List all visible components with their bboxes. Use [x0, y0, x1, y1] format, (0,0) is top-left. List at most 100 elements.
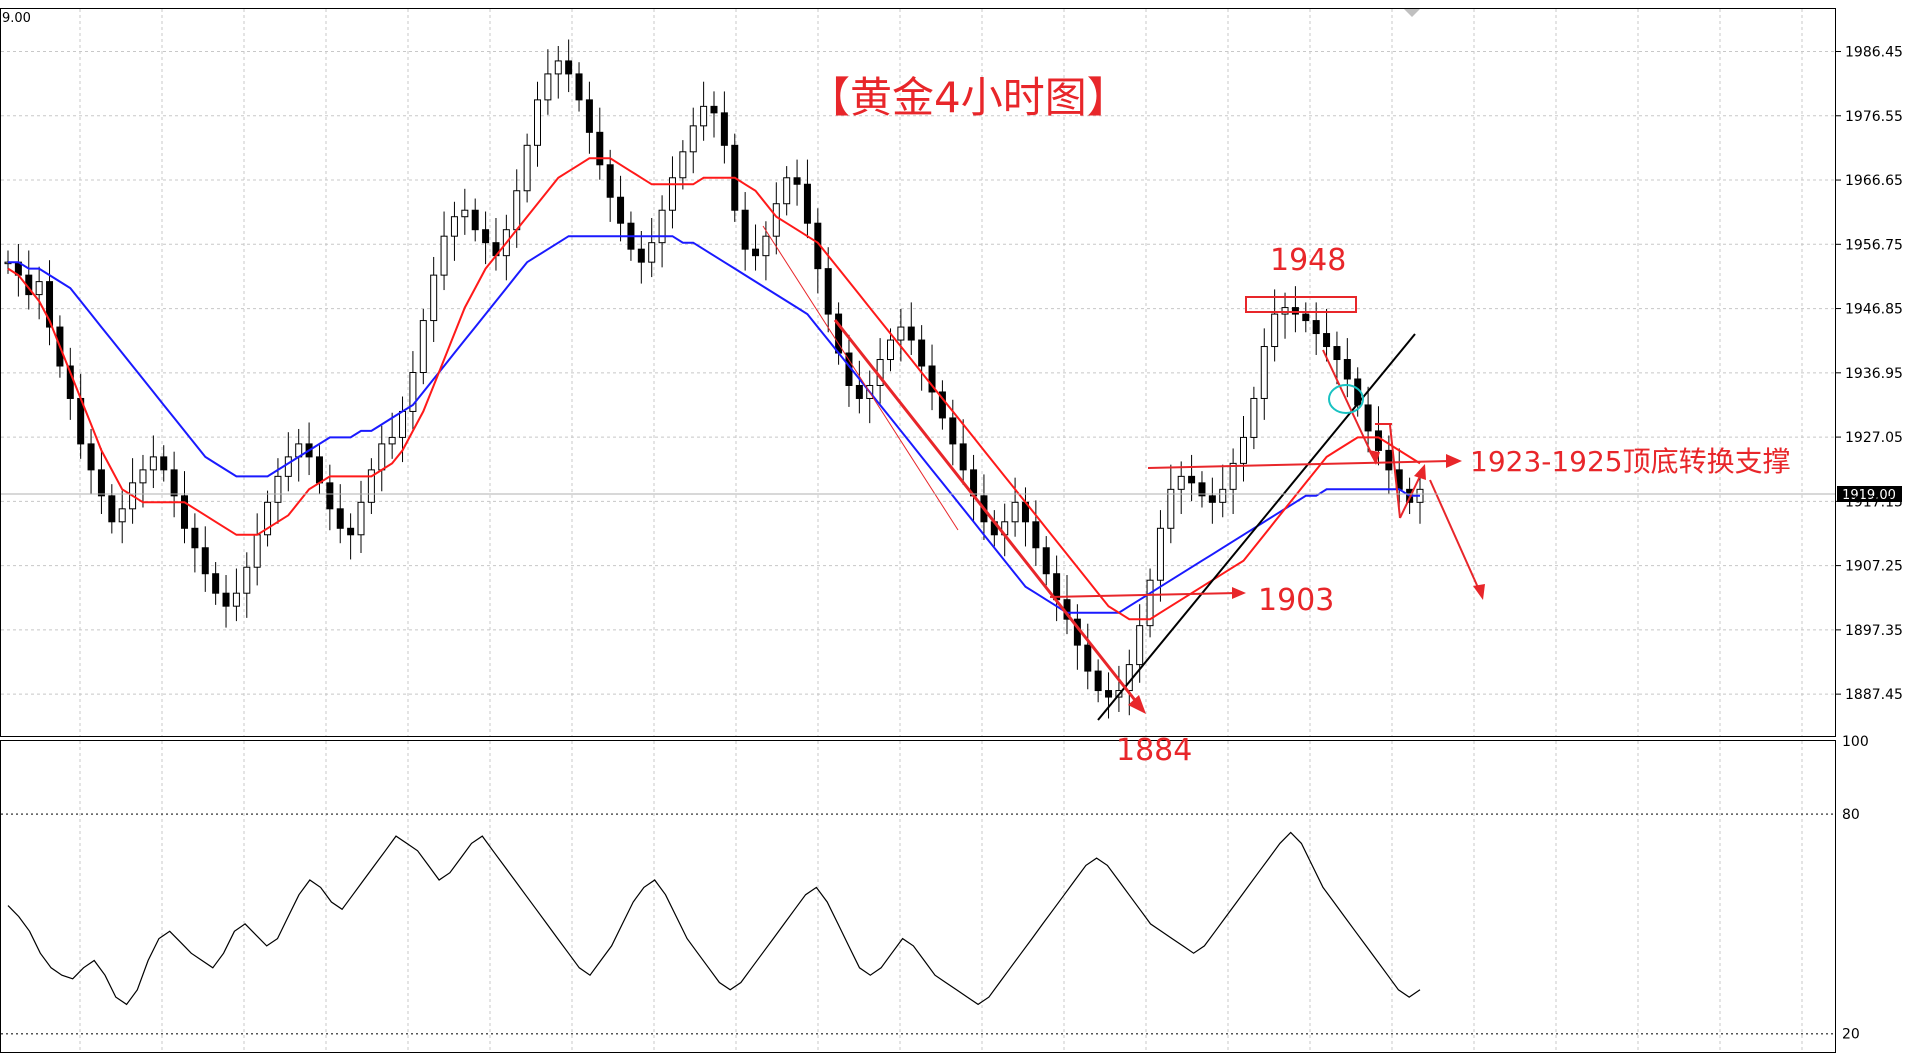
price-tick-label: 1936.95	[1845, 366, 1903, 382]
oscillator-tick-label: 80	[1842, 807, 1860, 823]
current-price-label: 1919.00	[1842, 488, 1896, 503]
candle-body	[1323, 333, 1331, 348]
candle-body	[1011, 501, 1019, 523]
candle-body	[243, 566, 251, 594]
candle-body	[918, 339, 926, 367]
candle-body	[284, 456, 292, 477]
oscillator-tick-label: 20	[1842, 1027, 1860, 1043]
chart-title: 【黄金4小时图】	[808, 73, 1129, 122]
candle-body	[1105, 690, 1113, 698]
candle-body	[617, 196, 625, 224]
candle-body	[118, 508, 126, 523]
support-zone-label: 1923-1925顶底转换支撑	[1470, 445, 1791, 478]
candle-body	[741, 209, 749, 250]
price-tick-label: 1966.65	[1845, 173, 1903, 189]
candle-body	[1084, 644, 1092, 672]
candle-body	[1385, 449, 1393, 471]
pullback-line	[1389, 424, 1401, 519]
candle-body	[430, 274, 438, 322]
downtrend-arrow-head	[1128, 695, 1146, 714]
candle-body	[565, 60, 573, 75]
projection-down-arrow-head	[1473, 584, 1485, 600]
candle-body	[170, 469, 178, 497]
candle-body	[326, 482, 334, 510]
support-1903-arrow-head	[1232, 587, 1246, 599]
candle-body	[46, 281, 54, 328]
candle-body	[232, 592, 240, 607]
candle-body	[783, 177, 791, 205]
support-1903-line	[1049, 592, 1239, 598]
candle-body	[575, 73, 583, 101]
candle-body	[1364, 404, 1372, 432]
oscillator-line	[7, 831, 1421, 1006]
candle-body	[160, 456, 168, 471]
candle-body	[689, 125, 697, 153]
candle-body	[887, 339, 894, 361]
candle-body	[97, 469, 105, 497]
candle-body	[772, 203, 780, 237]
candle-body	[949, 417, 957, 445]
candle-body	[720, 112, 728, 146]
candle-body	[544, 73, 552, 101]
drop-from-top-line	[1322, 349, 1374, 458]
downtrend-arrow-line	[833, 319, 1140, 705]
corner-label: 9.00	[2, 11, 31, 26]
candle-body	[253, 534, 261, 568]
bounce-up-line	[1399, 471, 1423, 519]
price-tick-label: 1986.45	[1845, 45, 1903, 61]
candle-body	[1177, 475, 1185, 490]
candle-body	[637, 248, 645, 263]
price-tick-label: 1917.15	[1845, 494, 1903, 510]
price-tick-label: 1907.25	[1845, 559, 1903, 575]
candle-body	[181, 495, 188, 529]
candle-body	[959, 443, 967, 471]
candle-body	[1198, 482, 1206, 497]
candle-body	[1281, 307, 1289, 315]
candle-body	[606, 164, 614, 198]
candle-body	[1094, 670, 1102, 692]
candle-body	[1208, 495, 1216, 503]
candle-body	[513, 190, 521, 231]
candle-body	[212, 573, 220, 594]
candle-body	[1188, 475, 1196, 484]
candle-body	[1156, 527, 1164, 581]
candle-body	[367, 469, 375, 503]
oscillator-panel-frame	[0, 740, 1836, 1053]
candle-body	[938, 391, 946, 419]
current-price-marker	[1837, 486, 1902, 502]
candle-body	[471, 209, 479, 231]
candle-body	[440, 235, 448, 276]
candle-body	[1240, 436, 1247, 464]
candle-body	[596, 131, 604, 166]
ma-fast-line	[7, 157, 1421, 621]
candle-body	[1312, 320, 1320, 335]
chart-shift-marker[interactable]	[1404, 9, 1420, 17]
candle-body	[315, 456, 323, 484]
zone-support-line	[1147, 460, 1451, 469]
candle-body	[897, 326, 905, 341]
price-tick-label: 1956.75	[1845, 237, 1903, 253]
candle-body	[793, 177, 801, 185]
candle-body	[149, 456, 157, 471]
price-axis-ticks: 1986.45 1976.55 1966.65 1956.75 1946.85 1936.…	[1835, 45, 1903, 703]
candle-body	[450, 216, 458, 237]
candle-body	[554, 60, 562, 75]
candle-body	[1032, 521, 1040, 549]
candle-body	[347, 527, 355, 536]
candle-body	[274, 475, 282, 503]
candle-body	[523, 144, 531, 192]
candle-body	[1125, 664, 1133, 692]
drop-from-top-arrow-head	[1368, 450, 1380, 465]
candle-body	[409, 372, 417, 412]
price-tick-label: 1946.85	[1845, 302, 1903, 318]
high-1948-label: 1948	[1270, 243, 1346, 278]
candle-body	[139, 469, 147, 484]
candle-body	[534, 99, 541, 146]
candle-body	[1260, 346, 1268, 399]
candle-body	[461, 209, 469, 218]
ma-slow-line	[8, 235, 1420, 614]
candle-body	[108, 495, 116, 523]
projection-down-line	[1429, 479, 1481, 593]
candle-body	[357, 501, 365, 536]
retest-circle	[1328, 384, 1364, 414]
